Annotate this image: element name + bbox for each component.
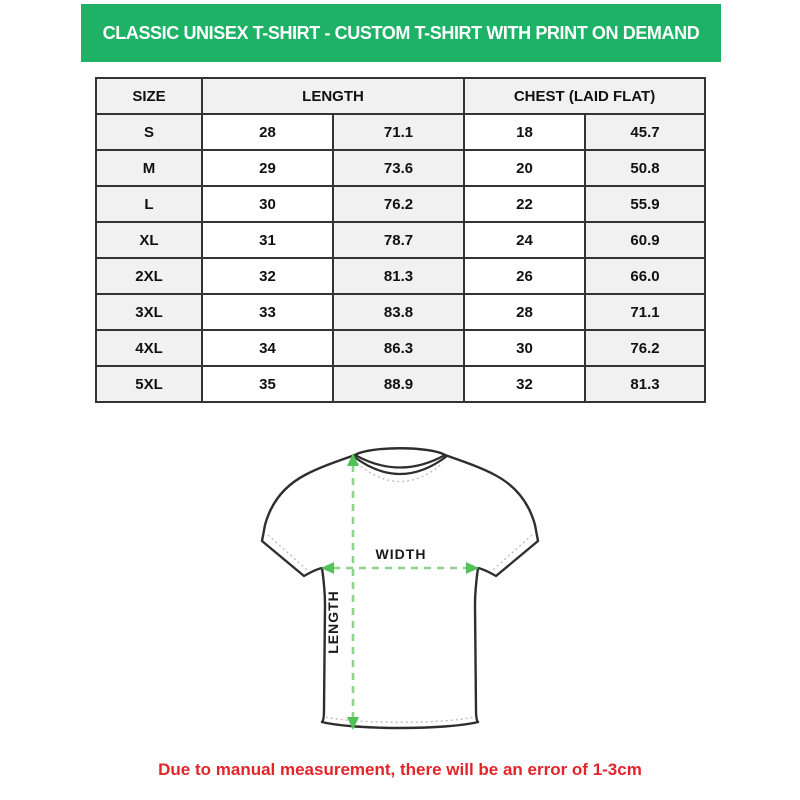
length-in-cell: 31	[201, 221, 334, 259]
chest-cm-cell: 60.9	[584, 221, 707, 259]
chest-in-cell: 32	[463, 365, 587, 403]
size-table-row: M 29 73.6 20 50.8	[95, 149, 707, 187]
size-table-header-row: SIZE LENGTH CHEST (LAID FLAT)	[95, 77, 707, 115]
page-title: CLASSIC UNISEX T-SHIRT - CUSTOM T-SHIRT …	[102, 22, 700, 43]
size-table-row: L 30 76.2 22 55.9	[95, 185, 707, 223]
length-in-cell: 32	[201, 257, 334, 295]
left-sleeve-stitch	[267, 534, 308, 571]
tshirt-drawing: WIDTH LENGTH	[260, 447, 540, 730]
length-in-cell: 29	[201, 149, 334, 187]
length-in-cell: 30	[201, 185, 334, 223]
size-cell: M	[95, 149, 203, 187]
right-sleeve-stitch	[492, 534, 533, 571]
width-arrow-right-head	[466, 562, 479, 574]
size-table-row: S 28 71.1 18 45.7	[95, 113, 707, 151]
chest-cm-cell: 45.7	[584, 113, 707, 151]
measurement-error-note: Due to manual measurement, there will be…	[158, 760, 642, 779]
chest-cm-cell: 55.9	[584, 185, 707, 223]
collar-stitch-line	[356, 462, 444, 483]
size-cell: XL	[95, 221, 203, 259]
length-in-cell: 35	[201, 365, 334, 403]
size-table-body: S 28 71.1 18 45.7 M 29 73.6 20 50.8 L 30 76.2 22 55.9 X…	[95, 113, 707, 403]
length-cm-cell: 81.3	[331, 257, 466, 295]
size-table-row: 3XL 33 83.8 28 71.1	[95, 293, 707, 331]
size-cell: 5XL	[95, 365, 203, 403]
collar-outer-line	[352, 455, 448, 475]
chest-in-cell: 28	[463, 293, 587, 331]
width-label: WIDTH	[376, 546, 427, 562]
size-table: SIZE LENGTH CHEST (LAID FLAT) S 28 71.1 18 4…	[95, 77, 707, 403]
chest-in-cell: 18	[463, 113, 587, 151]
length-cm-cell: 76.2	[331, 185, 466, 223]
tshirt-diagram: WIDTH LENGTH	[240, 440, 560, 760]
chest-cm-cell: 66.0	[584, 257, 707, 295]
length-cm-cell: 71.1	[331, 113, 466, 151]
chest-in-cell: 26	[463, 257, 587, 295]
size-cell: 3XL	[95, 293, 203, 331]
column-header-length: LENGTH	[200, 77, 466, 115]
length-cm-cell: 73.6	[331, 149, 466, 187]
length-in-cell: 34	[201, 329, 334, 367]
title-banner: CLASSIC UNISEX T-SHIRT - CUSTOM T-SHIRT …	[81, 4, 721, 62]
length-in-cell: 33	[201, 293, 334, 331]
length-cm-cell: 86.3	[331, 329, 466, 367]
size-cell: 4XL	[95, 329, 203, 367]
tshirt-outline	[260, 447, 540, 730]
chest-cm-cell: 50.8	[584, 149, 707, 187]
length-arrow-up-head	[347, 453, 359, 466]
chest-in-cell: 20	[463, 149, 587, 187]
length-cm-cell: 88.9	[331, 365, 466, 403]
chest-in-cell: 24	[463, 221, 587, 259]
size-cell: S	[95, 113, 203, 151]
chest-cm-cell: 71.1	[584, 293, 707, 331]
bottom-hem-stitch	[325, 716, 475, 723]
column-header-size: SIZE	[95, 77, 203, 115]
size-cell: L	[95, 185, 203, 223]
width-arrow-left-head	[321, 562, 334, 574]
length-cm-cell: 83.8	[331, 293, 466, 331]
chest-in-cell: 30	[463, 329, 587, 367]
length-arrow-down-head	[347, 717, 359, 730]
column-header-chest: CHEST (LAID FLAT)	[463, 77, 707, 115]
length-cm-cell: 78.7	[331, 221, 466, 259]
length-in-cell: 28	[201, 113, 334, 151]
length-label: LENGTH	[325, 590, 341, 654]
chest-cm-cell: 76.2	[584, 329, 707, 367]
chest-cm-cell: 81.3	[584, 365, 707, 403]
size-table-row: XL 31 78.7 24 60.9	[95, 221, 707, 259]
size-table-row: 4XL 34 86.3 30 76.2	[95, 329, 707, 367]
size-table-row: 5XL 35 88.9 32 81.3	[95, 365, 707, 403]
size-cell: 2XL	[95, 257, 203, 295]
chest-in-cell: 22	[463, 185, 587, 223]
collar-inner-line	[354, 454, 446, 469]
size-table-row: 2XL 32 81.3 26 66.0	[95, 257, 707, 295]
